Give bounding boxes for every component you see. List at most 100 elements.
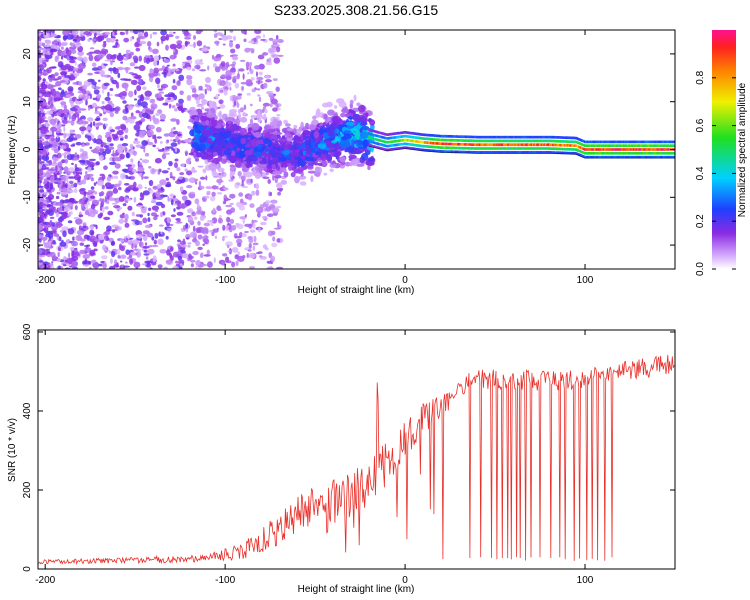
- spectrogram-cell: [229, 95, 233, 102]
- spectrogram-cell: [250, 155, 258, 162]
- spectrogram-cell: [175, 221, 183, 224]
- spectrogram-cell: [143, 146, 146, 153]
- spectrogram-cell: [159, 224, 164, 227]
- spectrogram-cell: [203, 254, 211, 257]
- spectrogram-cell: [109, 143, 114, 147]
- spectrogram-cell: [187, 244, 191, 248]
- spectrogram-cell: [136, 234, 143, 239]
- spectrogram-cell: [152, 32, 158, 35]
- spectrogram-cell: [193, 212, 197, 216]
- spectrogram-cell: [79, 225, 84, 228]
- spectrogram-cell: [71, 30, 79, 36]
- spectrogram-cell: [87, 167, 92, 172]
- spectrogram-cell: [256, 252, 261, 255]
- spectrogram-cell: [106, 53, 113, 60]
- spectrogram-cell: [70, 119, 75, 126]
- spectrogram-cell: [176, 217, 181, 223]
- spectrogram-cell: [187, 208, 194, 214]
- spectrogram-cell: [144, 186, 147, 189]
- spectrogram-cell: [125, 261, 128, 264]
- spectrogram-cell: [317, 143, 327, 149]
- spectrogram-cell: [43, 191, 48, 196]
- spectrogram-cell: [125, 49, 131, 53]
- spectrogram-cell: [38, 67, 41, 70]
- spectrogram-cell: [124, 147, 128, 153]
- spectrogram-cell: [245, 79, 253, 85]
- spectrogram-cell: [69, 210, 73, 216]
- spectrogram-cell: [158, 91, 164, 94]
- spectrogram-cell: [229, 30, 234, 33]
- spectrogram-cell: [241, 175, 246, 182]
- spectrogram-cell: [77, 51, 84, 56]
- spectrogram-cell: [38, 163, 42, 170]
- spectrogram-cell: [91, 148, 99, 153]
- spectrogram-cell: [110, 94, 113, 97]
- spectrogram-cell: [167, 195, 170, 202]
- spectrogram-cell: [83, 31, 91, 35]
- spectrogram-cell: [272, 174, 275, 181]
- spectrogram-cell: [114, 126, 121, 130]
- spectrogram-cell: [124, 213, 129, 221]
- spectrogram-cell: [216, 41, 219, 47]
- spectrogram-cell: [219, 80, 226, 87]
- spectrogram-cell: [63, 132, 67, 139]
- spectrogram-cell: [310, 175, 314, 183]
- spectrogram-cell: [62, 211, 68, 216]
- spectrogram-cell: [49, 48, 58, 53]
- spectrogram-cell: [207, 65, 210, 71]
- spectrogram-cell: [244, 230, 249, 234]
- spectrogram-cell: [130, 112, 134, 117]
- spectrogram-cell: [350, 128, 358, 132]
- spectrogram-cell: [223, 89, 228, 96]
- spectrogram-cell: [49, 130, 53, 136]
- spectrogram-cell: [237, 251, 241, 256]
- spectrogram-cell: [103, 249, 110, 252]
- spectrogram-cell: [145, 224, 152, 229]
- spectrogram-cell: [71, 241, 79, 247]
- spectrogram-cell: [89, 229, 95, 236]
- spectrogram-cell: [69, 189, 74, 193]
- spectrogram-cell: [38, 89, 44, 94]
- spectrogram-cell: [152, 134, 155, 140]
- spectrogram-cell: [229, 172, 233, 178]
- spectrogram-cell: [149, 68, 154, 75]
- spectrogram-cell: [98, 263, 103, 267]
- spectrogram-cell: [247, 249, 252, 252]
- spectrogram-cell: [190, 263, 194, 268]
- spectrogram-cell: [56, 212, 59, 218]
- spectrogram-cell: [164, 94, 171, 98]
- spectrogram-cell: [126, 152, 129, 159]
- spectrogram-cell: [256, 118, 260, 121]
- spectrogram-cell: [169, 93, 176, 97]
- spectrogram-cell: [79, 152, 87, 160]
- spectrogram-cell: [93, 182, 97, 186]
- spectrogram-cell: [90, 177, 94, 182]
- spectrogram-cell: [62, 30, 70, 36]
- spectrogram-cell: [148, 245, 153, 248]
- spectrogram-cell: [46, 181, 50, 188]
- spectrogram-cell: [134, 74, 142, 80]
- spectrogram-cell: [169, 31, 173, 35]
- spectrogram-cell: [147, 141, 154, 146]
- spectrogram-cell: [222, 236, 225, 242]
- spectrogram-cell: [254, 30, 262, 34]
- spectrogram-cell: [333, 115, 342, 124]
- spectrogram-cell: [82, 196, 87, 201]
- spectrogram-cell: [193, 41, 196, 49]
- spectrogram-cell: [286, 127, 294, 132]
- spectrogram-cell: [69, 180, 74, 185]
- spectrogram-cell: [76, 98, 83, 101]
- spectrogram-cell: [247, 72, 250, 75]
- spectrogram-cell: [183, 139, 189, 142]
- spectrogram-cell: [254, 65, 261, 70]
- spectrogram-cell: [173, 130, 179, 135]
- spectrogram-cell: [139, 214, 143, 218]
- spectrogram-cell: [274, 174, 282, 179]
- spectrogram-cell: [158, 73, 161, 77]
- spectrogram-cell: [183, 31, 190, 36]
- spectrogram-cell: [252, 245, 256, 251]
- spectrogram-cell: [239, 127, 247, 136]
- spectrogram-cell: [129, 258, 134, 265]
- spectrogram-cell: [38, 234, 44, 237]
- spectrogram-cell: [257, 94, 261, 97]
